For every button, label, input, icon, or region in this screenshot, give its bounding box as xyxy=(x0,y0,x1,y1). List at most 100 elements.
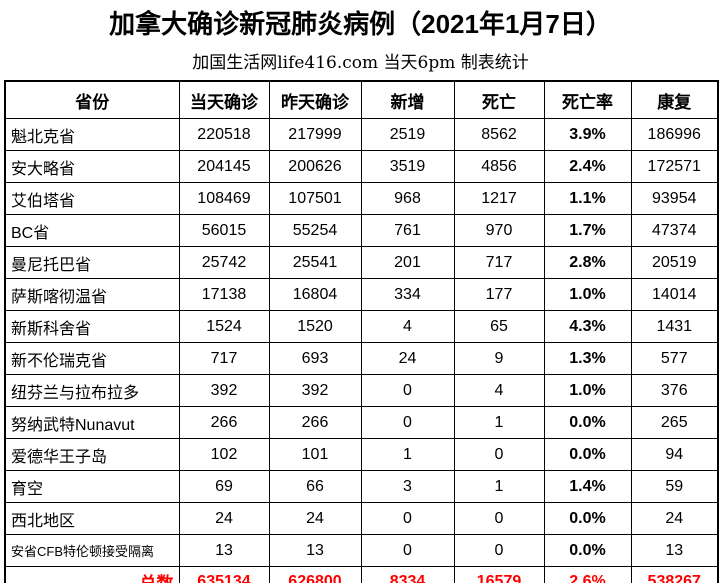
province-cell: 努纳武特Nunavut xyxy=(4,406,180,439)
province-cell: 艾伯塔省 xyxy=(4,182,180,215)
value-cell: 266 xyxy=(268,406,362,439)
province-cell: 曼尼托巴省 xyxy=(4,246,180,279)
value-cell: 24 xyxy=(630,502,719,535)
value-cell: 376 xyxy=(630,374,719,407)
province-cell: 纽芬兰与拉布拉多 xyxy=(4,374,180,407)
total-label-cell: 总数 xyxy=(4,566,180,583)
value-cell: 13 xyxy=(268,534,362,567)
table-row: 曼尼托巴省 25742 25541 201 717 2.8% 20519 xyxy=(4,246,719,279)
value-cell: 13 xyxy=(178,534,270,567)
value-cell: 0.0% xyxy=(543,534,632,567)
value-cell: 626800 xyxy=(268,566,362,583)
value-cell: 200626 xyxy=(268,150,362,183)
value-cell: 186996 xyxy=(630,118,719,151)
province-cell: 魁北克省 xyxy=(4,118,180,151)
value-cell: 47374 xyxy=(630,214,719,247)
column-header: 省份 xyxy=(4,80,180,119)
value-cell: 24 xyxy=(178,502,270,535)
value-cell: 3.9% xyxy=(543,118,632,151)
value-cell: 392 xyxy=(268,374,362,407)
province-cell: 安大略省 xyxy=(4,150,180,183)
value-cell: 1217 xyxy=(453,182,545,215)
value-cell: 4856 xyxy=(453,150,545,183)
value-cell: 635134 xyxy=(178,566,270,583)
value-cell: 4.3% xyxy=(543,310,632,343)
value-cell: 24 xyxy=(268,502,362,535)
value-cell: 69 xyxy=(178,470,270,503)
value-cell: 334 xyxy=(360,278,455,311)
value-cell: 65 xyxy=(453,310,545,343)
table-row: 新不伦瑞克省 717 693 24 9 1.3% 577 xyxy=(4,342,719,375)
table-row: 魁北克省 220518 217999 2519 8562 3.9% 186996 xyxy=(4,118,719,151)
value-cell: 102 xyxy=(178,438,270,471)
value-cell: 25541 xyxy=(268,246,362,279)
value-cell: 265 xyxy=(630,406,719,439)
column-header: 昨天确诊 xyxy=(268,80,362,119)
value-cell: 970 xyxy=(453,214,545,247)
province-cell: 爱德华王子岛 xyxy=(4,438,180,471)
value-cell: 717 xyxy=(178,342,270,375)
column-header: 新增 xyxy=(360,80,455,119)
table-row: 艾伯塔省 108469 107501 968 1217 1.1% 93954 xyxy=(4,182,719,215)
value-cell: 693 xyxy=(268,342,362,375)
value-cell: 0.0% xyxy=(543,502,632,535)
value-cell: 177 xyxy=(453,278,545,311)
table-body: 魁北克省 220518 217999 2519 8562 3.9% 186996 安大略省 20… xyxy=(4,118,719,583)
table-row: 努纳武特Nunavut 266 266 0 1 0.0% 265 xyxy=(4,406,719,439)
value-cell: 2.4% xyxy=(543,150,632,183)
value-cell: 201 xyxy=(360,246,455,279)
page-subtitle: 加国生活网life416.com 当天6pm 制表统计 xyxy=(192,53,529,73)
province-cell: 安省CFB特伦顿接受隔离 xyxy=(4,534,180,567)
value-cell: 20519 xyxy=(630,246,719,279)
table-row: 安省CFB特伦顿接受隔离 13 13 0 0 0.0% 13 xyxy=(4,534,719,567)
value-cell: 761 xyxy=(360,214,455,247)
value-cell: 3 xyxy=(360,470,455,503)
value-cell: 266 xyxy=(178,406,270,439)
value-cell: 1.4% xyxy=(543,470,632,503)
covid-report-page: 加拿大确诊新冠肺炎病例（2021年1月7日） 加国生活网life416.com … xyxy=(0,4,721,583)
value-cell: 93954 xyxy=(630,182,719,215)
value-cell: 8562 xyxy=(453,118,545,151)
province-cell: 萨斯喀彻温省 xyxy=(4,278,180,311)
value-cell: 0 xyxy=(360,374,455,407)
value-cell: 66 xyxy=(268,470,362,503)
value-cell: 1 xyxy=(360,438,455,471)
value-cell: 13 xyxy=(630,534,719,567)
value-cell: 14014 xyxy=(630,278,719,311)
value-cell: 16804 xyxy=(268,278,362,311)
total-row: 总数6351346268008334165792.6%538267 xyxy=(4,566,719,583)
covid-cases-table: 省份 当天确诊 昨天确诊 新增 死亡 死亡率 康复 魁北克省 220518 217999 2519… xyxy=(4,80,719,583)
value-cell: 0 xyxy=(453,534,545,567)
table-row: 西北地区 24 24 0 0 0.0% 24 xyxy=(4,502,719,535)
value-cell: 577 xyxy=(630,342,719,375)
value-cell: 2519 xyxy=(360,118,455,151)
value-cell: 1524 xyxy=(178,310,270,343)
value-cell: 0 xyxy=(360,502,455,535)
value-cell: 204145 xyxy=(178,150,270,183)
value-cell: 1520 xyxy=(268,310,362,343)
value-cell: 107501 xyxy=(268,182,362,215)
value-cell: 1.0% xyxy=(543,278,632,311)
province-cell: 西北地区 xyxy=(4,502,180,535)
value-cell: 1.1% xyxy=(543,182,632,215)
table-row: 育空 69 66 3 1 1.4% 59 xyxy=(4,470,719,503)
value-cell: 220518 xyxy=(178,118,270,151)
value-cell: 0 xyxy=(360,534,455,567)
value-cell: 0 xyxy=(453,502,545,535)
value-cell: 108469 xyxy=(178,182,270,215)
value-cell: 56015 xyxy=(178,214,270,247)
value-cell: 3519 xyxy=(360,150,455,183)
value-cell: 1.0% xyxy=(543,374,632,407)
value-cell: 172571 xyxy=(630,150,719,183)
table-row: 新斯科舍省 1524 1520 4 65 4.3% 1431 xyxy=(4,310,719,343)
value-cell: 8334 xyxy=(360,566,455,583)
header-row: 省份 当天确诊 昨天确诊 新增 死亡 死亡率 康复 xyxy=(4,80,719,119)
column-header: 死亡率 xyxy=(543,80,632,119)
value-cell: 1 xyxy=(453,470,545,503)
column-header: 死亡 xyxy=(453,80,545,119)
value-cell: 717 xyxy=(453,246,545,279)
value-cell: 4 xyxy=(453,374,545,407)
value-cell: 17138 xyxy=(178,278,270,311)
table-row: 纽芬兰与拉布拉多 392 392 0 4 1.0% 376 xyxy=(4,374,719,407)
value-cell: 0.0% xyxy=(543,438,632,471)
